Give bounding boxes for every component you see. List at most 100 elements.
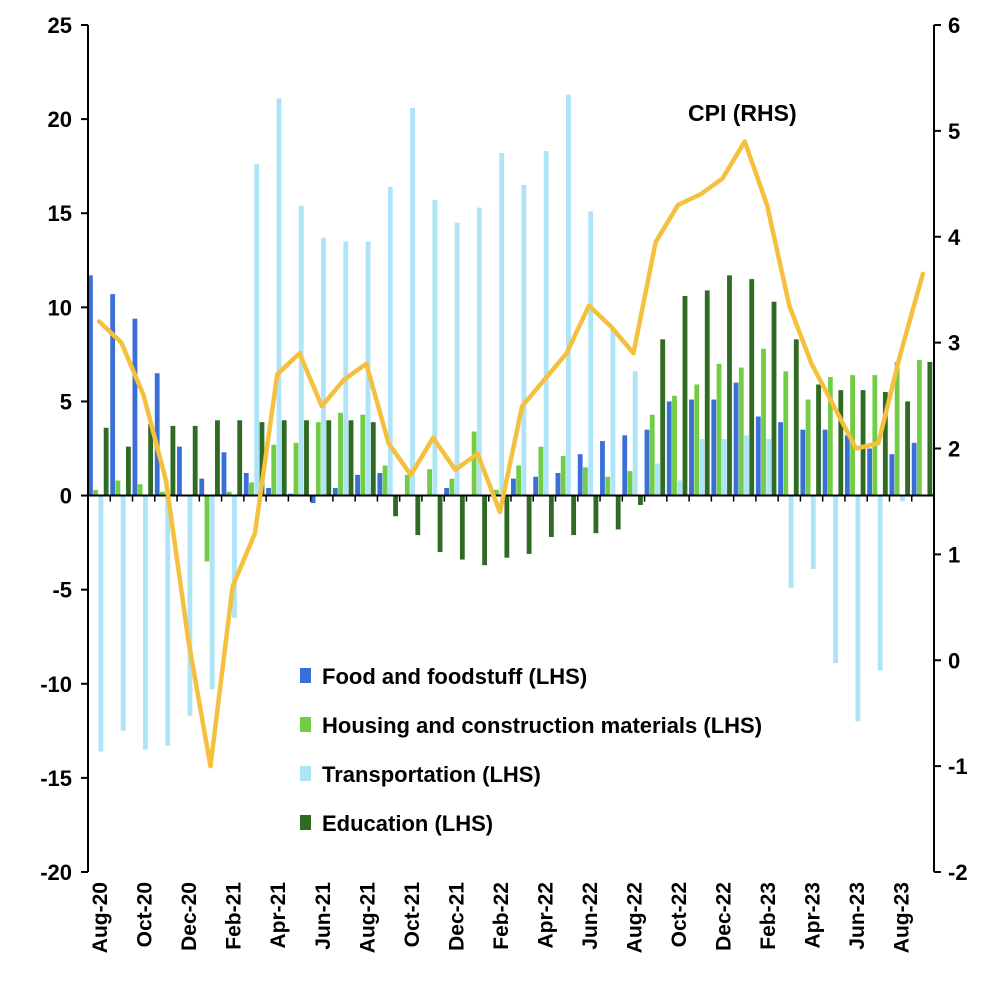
x-tick-label: Aug-22 — [623, 882, 646, 953]
bar-food-and-foodstuff-sep-22 — [644, 429, 650, 496]
bar-education-dec-21 — [459, 495, 465, 560]
bar-education-jun-22 — [593, 495, 599, 534]
right-tick-label: -1 — [948, 754, 968, 779]
bar-education-jan-22 — [482, 495, 488, 566]
bar-education-jul-21 — [348, 420, 354, 496]
legend-swatch — [300, 815, 311, 830]
bar-housing-and-construction-materials-may-22 — [560, 456, 566, 496]
bar-education-aug-21 — [370, 422, 376, 496]
bar-transportation-jul-23 — [877, 495, 883, 671]
bar-education-mar-21 — [259, 422, 265, 496]
line-layer — [96, 139, 926, 769]
bars-layer — [88, 94, 933, 752]
bar-education-oct-20 — [148, 424, 154, 496]
bar-transportation-jun-22 — [588, 211, 594, 496]
legend-label: Food and foodstuff (LHS) — [322, 664, 587, 689]
bar-food-and-foodstuff-dec-20 — [177, 446, 182, 496]
bar-housing-and-construction-materials-aug-20 — [93, 489, 99, 496]
bar-food-and-foodstuff-feb-21 — [221, 452, 227, 496]
x-tick-label: Dec-22 — [713, 882, 736, 951]
bar-education-aug-20 — [103, 427, 109, 496]
bar-food-and-foodstuff-aug-23 — [889, 454, 895, 496]
left-tick-label: 10 — [48, 295, 72, 320]
bar-food-and-foodstuff-jul-21 — [332, 488, 338, 496]
bar-education-sep-21 — [393, 495, 398, 517]
bar-transportation-may-21 — [298, 205, 304, 496]
bar-education-jan-23 — [749, 279, 755, 496]
x-tick-label: Aug-20 — [89, 882, 112, 953]
left-tick-label: -15 — [40, 766, 72, 791]
bar-housing-and-construction-materials-mar-23 — [783, 371, 789, 496]
bar-food-and-foodstuff-jun-21 — [310, 495, 316, 504]
bar-education-jul-23 — [882, 392, 888, 496]
bar-education-aug-22 — [638, 495, 643, 505]
bar-transportation-sep-21 — [387, 186, 393, 496]
bar-food-and-foodstuff-may-22 — [555, 472, 561, 496]
left-tick-label: 0 — [60, 484, 72, 509]
left-tick-label: -5 — [52, 578, 72, 603]
x-tick-label: Aug-21 — [356, 882, 379, 953]
bar-transportation-dec-21 — [454, 222, 460, 496]
bar-housing-and-construction-materials-jul-21 — [338, 412, 343, 496]
bar-education-apr-23 — [816, 384, 821, 496]
bar-education-mar-22 — [526, 495, 532, 554]
bar-housing-and-construction-materials-nov-22 — [694, 384, 700, 496]
bar-housing-and-construction-materials-may-23 — [827, 376, 833, 496]
bar-transportation-dec-20 — [187, 495, 193, 716]
bar-transportation-mar-21 — [254, 164, 260, 496]
bar-education-may-23 — [838, 390, 844, 496]
bar-education-oct-22 — [682, 296, 688, 496]
bar-transportation-aug-22 — [632, 371, 638, 496]
right-tick-label: 1 — [948, 542, 960, 567]
bar-transportation-aug-23 — [899, 495, 905, 502]
bar-housing-and-construction-materials-jan-23 — [738, 367, 744, 496]
bar-education-oct-21 — [415, 495, 421, 536]
cpi-line — [96, 139, 926, 769]
bar-transportation-jan-21 — [209, 495, 215, 690]
bar-housing-and-construction-materials-oct-20 — [137, 484, 143, 496]
bar-housing-and-construction-materials-aug-22 — [627, 471, 633, 496]
bar-housing-and-construction-materials-nov-21 — [427, 469, 433, 496]
right-tick-label: -2 — [948, 860, 968, 885]
bar-housing-and-construction-materials-feb-22 — [493, 489, 499, 496]
bar-housing-and-construction-materials-apr-22 — [538, 446, 544, 496]
bar-education-jul-22 — [615, 495, 621, 530]
bar-housing-and-construction-materials-jun-21 — [315, 422, 321, 496]
bar-housing-and-construction-materials-aug-23 — [894, 361, 900, 496]
cpi-annotation: CPI (RHS) — [688, 100, 797, 126]
bar-transportation-jul-21 — [343, 241, 349, 496]
bar-transportation-jul-22 — [610, 329, 616, 496]
bar-food-and-foodstuff-dec-21 — [444, 488, 450, 496]
legend-label: Transportation (LHS) — [322, 762, 541, 787]
bar-food-and-foodstuff-sep-21 — [377, 472, 383, 496]
bar-food-and-foodstuff-mar-23 — [778, 422, 783, 496]
bar-food-and-foodstuff-aug-21 — [355, 474, 360, 496]
x-tick-label: Apr-23 — [802, 882, 825, 949]
bar-housing-and-construction-materials-sep-23 — [916, 360, 922, 496]
left-tick-label: 15 — [48, 201, 72, 226]
bar-food-and-foodstuff-sep-23 — [911, 442, 917, 496]
bar-housing-and-construction-materials-feb-23 — [761, 348, 766, 496]
x-tick-label: Jun-21 — [312, 882, 335, 950]
x-tick-label: Oct-20 — [134, 882, 157, 947]
x-tick-label: Feb-22 — [490, 882, 513, 950]
bar-education-jun-23 — [860, 390, 866, 496]
bar-housing-and-construction-materials-jan-22 — [471, 431, 477, 496]
x-tick-label: Aug-23 — [891, 882, 914, 953]
bar-food-and-foodstuff-feb-23 — [755, 416, 761, 496]
bar-food-and-foodstuff-jan-21 — [199, 478, 205, 496]
bar-food-and-foodstuff-aug-22 — [622, 435, 628, 496]
bar-education-may-22 — [571, 495, 577, 536]
bar-transportation-feb-21 — [232, 495, 237, 618]
bar-transportation-jan-22 — [476, 207, 482, 496]
right-tick-label: 0 — [948, 648, 960, 673]
bar-education-may-21 — [304, 420, 309, 496]
bar-transportation-apr-21 — [276, 98, 282, 496]
bar-transportation-apr-23 — [810, 495, 816, 569]
bar-food-and-foodstuff-apr-22 — [533, 476, 539, 496]
bar-food-and-foodstuff-nov-22 — [689, 399, 694, 496]
bar-housing-and-construction-materials-apr-21 — [271, 444, 277, 496]
bar-food-and-foodstuff-aug-20 — [88, 275, 93, 496]
bar-housing-and-construction-materials-oct-22 — [672, 395, 677, 496]
